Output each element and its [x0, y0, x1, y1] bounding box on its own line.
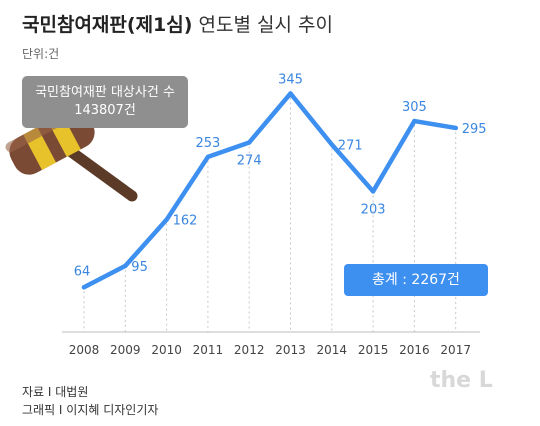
callout-line1: 국민참여재판 대상사건 수 [35, 85, 175, 100]
data-point-2008 [81, 285, 87, 290]
x-tick-2013: 2013 [275, 343, 306, 357]
chart-title: 국민참여재판(제1심) 연도별 실시 추이 [22, 10, 333, 37]
data-label-2016: 305 [402, 100, 427, 115]
callout-line2: 143807건 [74, 103, 136, 118]
source-line: 자료 I 대법원 [22, 385, 89, 399]
data-point-2012 [247, 140, 252, 145]
data-point-2014 [329, 142, 334, 147]
data-label-2014: 271 [338, 139, 363, 154]
series-polyline [81, 91, 458, 290]
data-labels: 64 95 162 253 274 345 271 203 305 295 [74, 72, 487, 279]
data-label-2017: 295 [462, 122, 487, 137]
chart-title-sub: 연도별 실시 추이 [198, 14, 333, 36]
data-point-2009 [123, 263, 128, 269]
grid-lines [83, 97, 457, 332]
x-tick-2014: 2014 [317, 343, 348, 357]
data-point-2010 [164, 217, 169, 222]
data-point-2015 [370, 189, 376, 194]
chart-title-main: 국민참여재판(제1심) [22, 14, 193, 36]
data-label-2009: 95 [131, 260, 148, 275]
data-point-2013 [288, 91, 293, 96]
x-tick-2009: 2009 [110, 343, 141, 357]
callout-box: 국민참여재판 대상사건 수 143807건 [22, 76, 188, 128]
data-point-2011 [205, 154, 211, 160]
series-line [81, 91, 458, 290]
data-label-2008: 64 [74, 264, 91, 279]
data-label-2012: 274 [237, 153, 262, 168]
credit-line: 그래픽 I 이지혜 디자인기자 [22, 403, 159, 417]
data-point-2017 [453, 125, 458, 131]
x-tick-2010: 2010 [151, 343, 182, 357]
x-tick-2017: 2017 [440, 343, 471, 357]
data-label-2010: 162 [173, 214, 198, 229]
x-tick-2016: 2016 [399, 343, 430, 357]
x-tick-2012: 2012 [234, 343, 265, 357]
total-badge: 총계 : 2267건 [344, 264, 488, 296]
watermark-logo: the L [430, 368, 493, 393]
data-label-2015: 203 [361, 202, 386, 217]
data-point-2016 [412, 118, 417, 124]
data-label-2011: 253 [195, 136, 220, 151]
unit-label: 단위:건 [22, 47, 60, 61]
data-label-2013: 345 [278, 72, 303, 87]
x-tick-2015: 2015 [358, 343, 389, 357]
x-tick-labels: 2008 2009 2010 2011 2012 2013 2014 2015 2016 2017 [69, 343, 471, 357]
x-tick-2008: 2008 [69, 343, 100, 357]
x-tick-2011: 2011 [193, 343, 224, 357]
